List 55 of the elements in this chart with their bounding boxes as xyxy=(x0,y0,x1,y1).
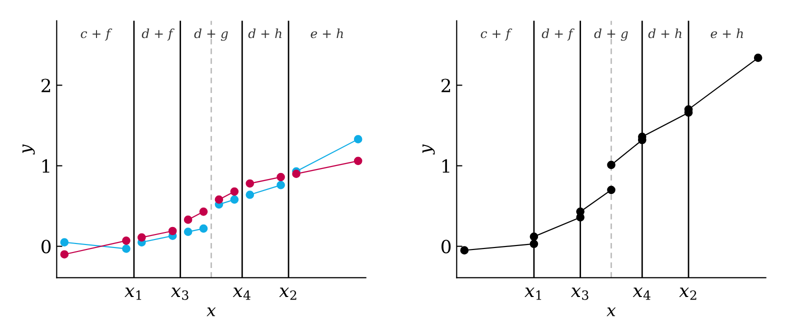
annotation: e + h xyxy=(710,28,743,38)
point xyxy=(354,156,362,166)
point xyxy=(276,172,285,182)
point xyxy=(276,180,285,190)
y-tick-label: 1 xyxy=(442,159,450,173)
point xyxy=(246,190,254,199)
y-axis-title: y xyxy=(422,144,435,155)
y-tick-label: 2 xyxy=(442,78,450,92)
x-tick-label: x$_{3}$ xyxy=(170,288,188,300)
x-tick-label: x$_{2}$ xyxy=(679,288,696,300)
x-tick-label: x$_{1}$ xyxy=(524,288,542,300)
x-tick-label: x$_{4}$ xyxy=(632,288,650,300)
x-axis-title: x xyxy=(606,308,616,316)
y-axis-title: y xyxy=(22,144,35,155)
point xyxy=(354,135,362,144)
annotation: d + g xyxy=(594,28,628,41)
point xyxy=(230,187,239,196)
annotation: d + g xyxy=(194,28,228,41)
annotation: d + f xyxy=(142,28,175,41)
y-tick-label: 1 xyxy=(42,159,50,173)
point xyxy=(199,208,208,216)
point xyxy=(246,179,254,188)
point xyxy=(60,250,69,259)
point xyxy=(168,226,177,236)
annotation: c + f xyxy=(80,28,112,41)
x-tick-label: x$_{1}$ xyxy=(124,288,142,300)
point xyxy=(214,195,224,204)
y-tick-label: 0 xyxy=(442,240,451,254)
annotation: d + h xyxy=(248,28,282,38)
point xyxy=(184,228,192,236)
x-axis-title: x xyxy=(206,308,216,316)
point xyxy=(460,246,469,254)
point xyxy=(530,240,538,248)
point xyxy=(60,238,69,246)
point xyxy=(184,216,192,224)
point xyxy=(122,236,130,245)
annotation: e + h xyxy=(310,28,343,38)
point xyxy=(607,160,616,170)
x-tick-label: x$_{4}$ xyxy=(232,288,250,300)
point xyxy=(576,208,584,216)
point xyxy=(530,232,538,241)
point xyxy=(292,170,300,178)
point xyxy=(199,224,208,233)
point xyxy=(230,195,239,204)
point xyxy=(607,186,616,194)
annotation: d + f xyxy=(542,28,575,41)
point xyxy=(138,233,146,242)
point xyxy=(754,54,762,62)
y-tick-label: 2 xyxy=(42,78,50,92)
annotation: c + f xyxy=(480,28,512,41)
x-tick-label: x$_{2}$ xyxy=(279,288,296,300)
x-tick-label: x$_{3}$ xyxy=(570,288,588,300)
y-tick-label: 0 xyxy=(42,240,51,254)
annotation: d + h xyxy=(648,28,682,38)
point xyxy=(122,244,130,253)
